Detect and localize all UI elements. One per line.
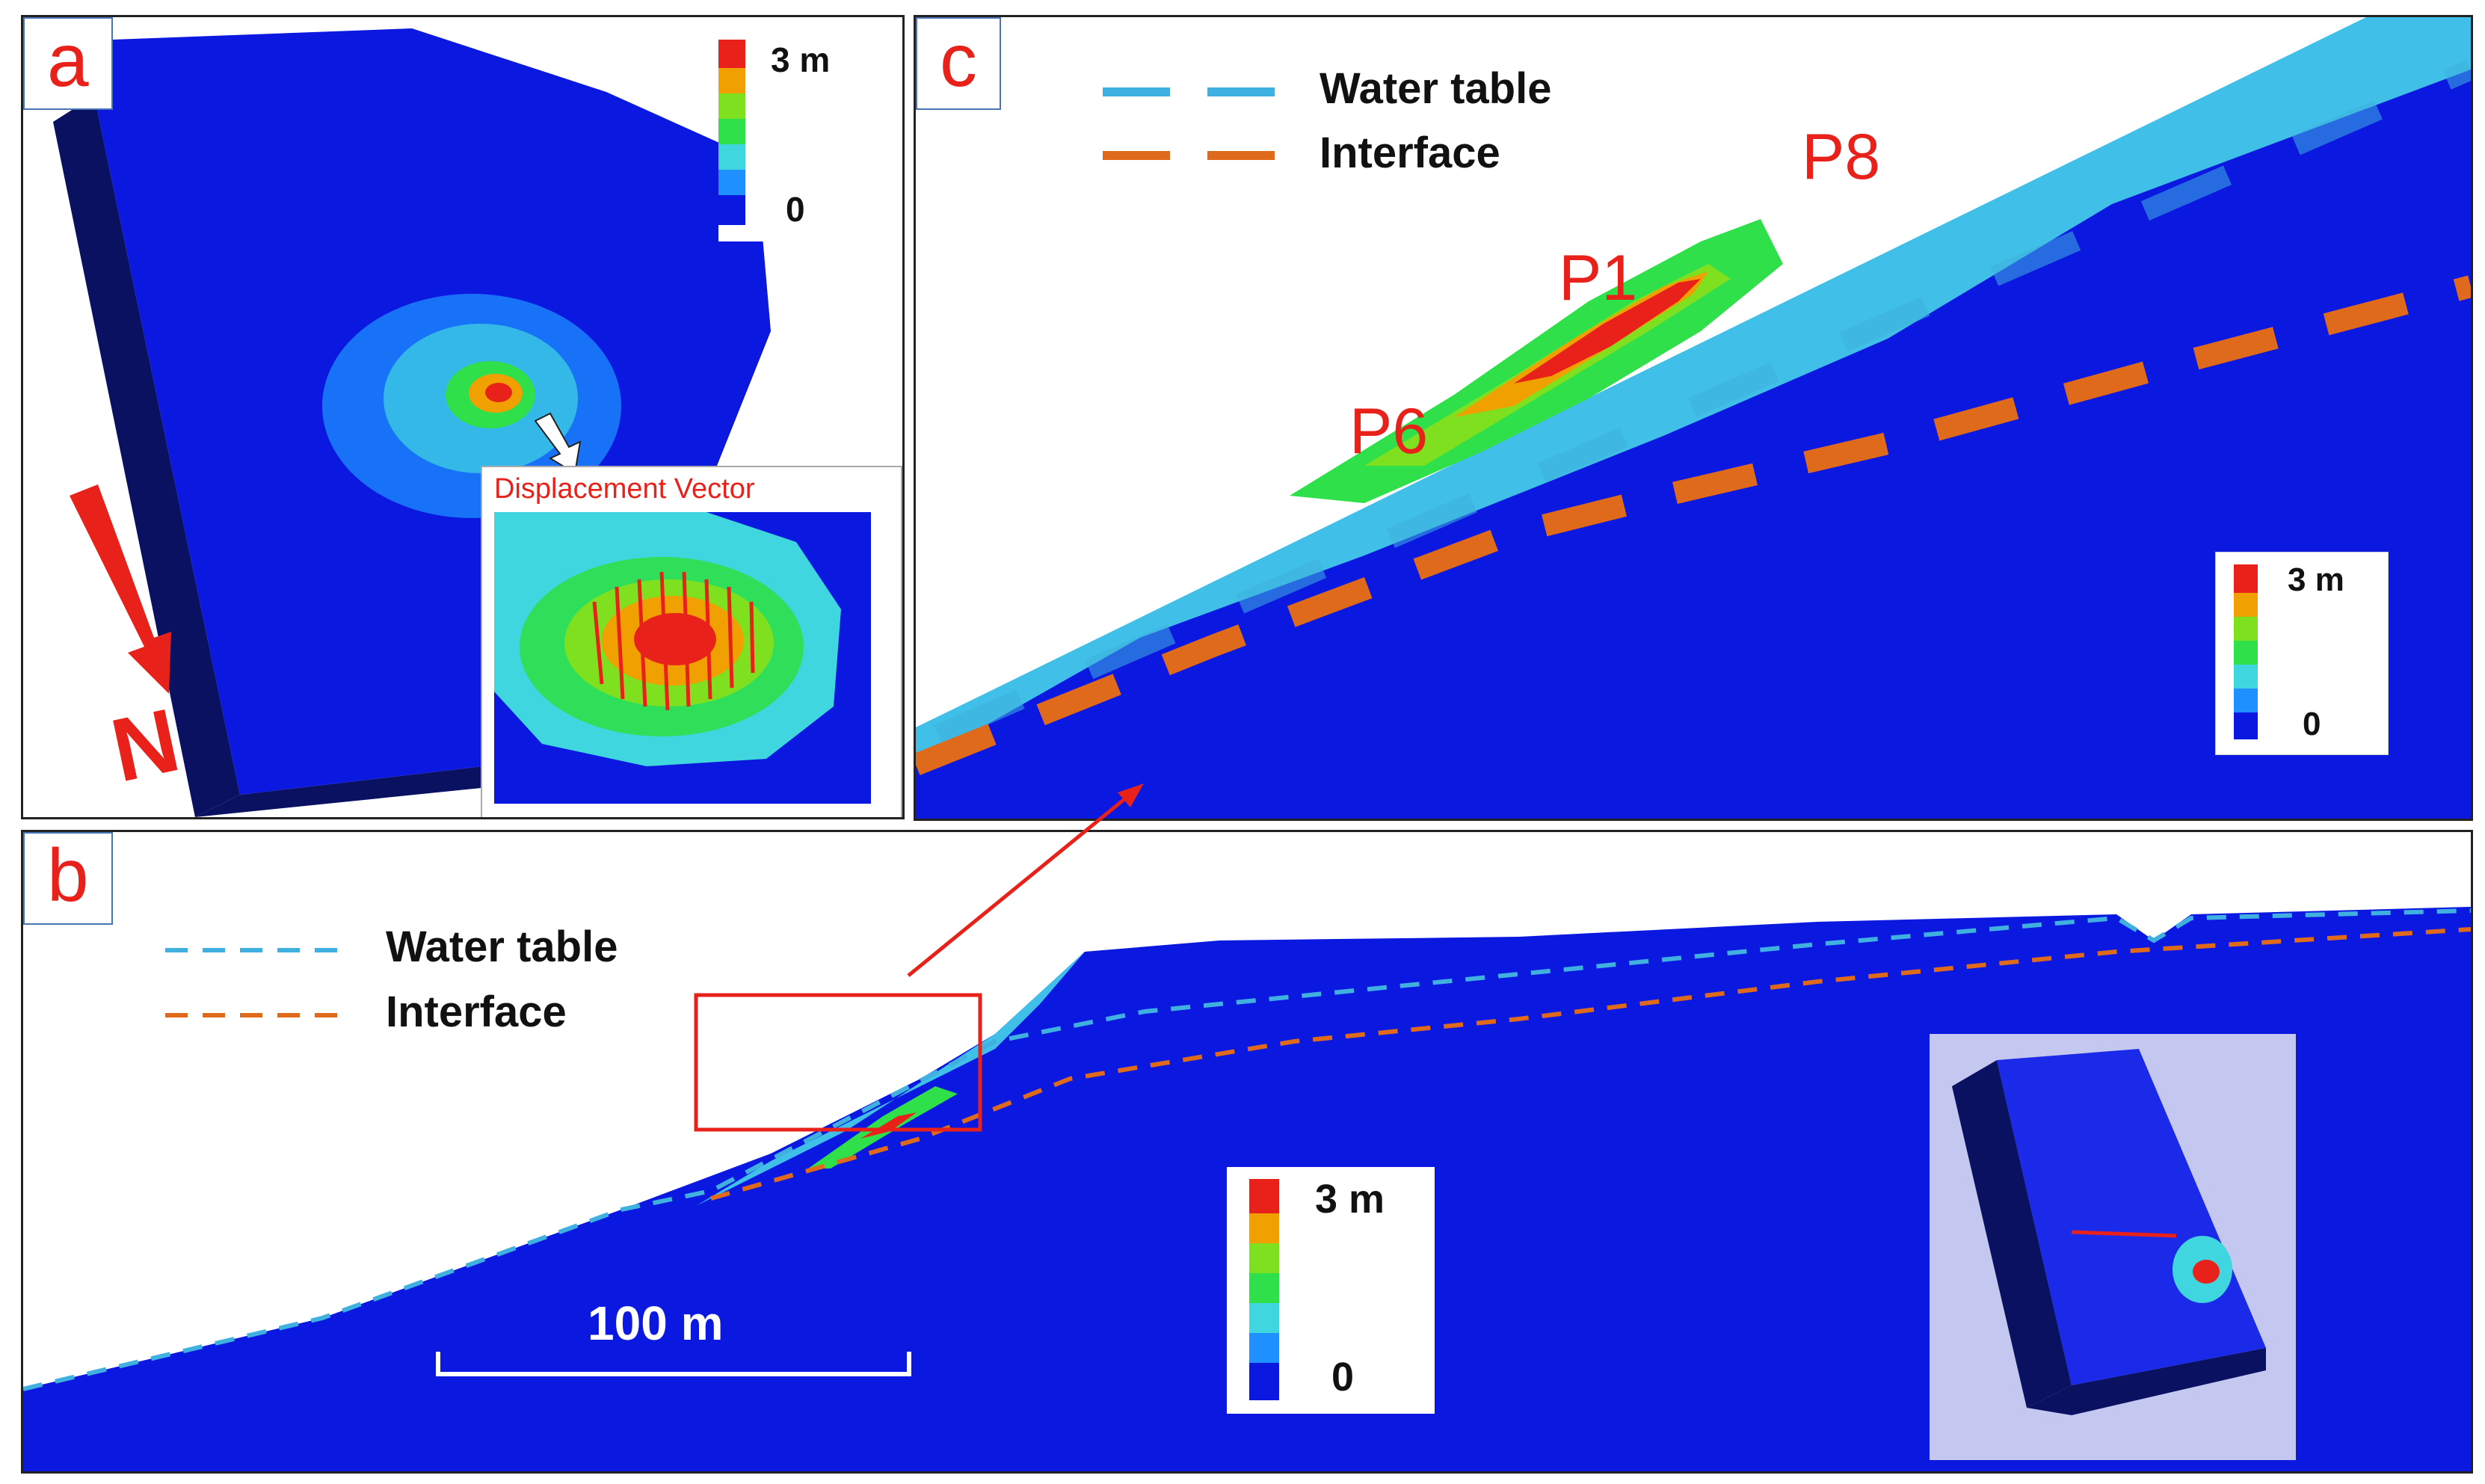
slide-red <box>860 1112 917 1139</box>
legend-interface: Interface <box>386 988 567 1036</box>
interface-line <box>916 275 2471 775</box>
legend-water-table: Water table <box>1320 64 1552 113</box>
panel-c-colorbar-max: 3 m <box>2288 561 2344 598</box>
inset-model-hotspot <box>2193 1260 2220 1284</box>
inset-pointer-arrow <box>534 412 582 475</box>
panel-a-colorbar: 3 m 0 <box>718 40 853 241</box>
point-p1: P1 <box>1559 242 1638 314</box>
panel-c: c Water table Interface P8 P1 P6 3 m 0 <box>914 15 2473 821</box>
panel-c-cross-section <box>916 17 2471 819</box>
point-p6: P6 <box>1349 395 1429 467</box>
panel-b: b Water table Interface 100 m 3 m 0 <box>21 830 2473 1474</box>
scale-bar-label: 100 m <box>588 1296 724 1350</box>
inset-section-line <box>2071 1230 2177 1238</box>
north-arrow-icon <box>70 484 171 694</box>
panel-b-colorbar-max: 3 m <box>1315 1177 1385 1222</box>
legend-interface: Interface <box>1320 129 1500 177</box>
panel-c-colorbar-min: 0 <box>2303 706 2321 742</box>
model-side-face <box>53 96 240 817</box>
displaced-layer <box>916 17 2471 765</box>
panel-a-colorbar-min: 0 <box>786 190 805 229</box>
scale-bar <box>436 1352 911 1376</box>
panel-b-colorbar: 3 m 0 <box>1227 1167 1435 1414</box>
panel-c-label: c <box>916 17 1001 110</box>
water-table-line <box>23 908 2471 1391</box>
inset-model-bottom <box>2027 1348 2266 1415</box>
panel-c-colorbar: 3 m 0 <box>2215 552 2389 755</box>
panel-a-label: a <box>23 17 113 110</box>
point-p8: P8 <box>1802 121 1881 193</box>
legend-water-table: Water table <box>386 923 618 971</box>
zoom-selection-box <box>694 993 982 1132</box>
inset-title: Displacement Vector <box>494 473 755 505</box>
panel-a-colorbar-max: 3 m <box>771 40 831 79</box>
panel-a: a 3 m 0 Displacement Vector <box>21 15 905 819</box>
zone-red <box>1514 279 1701 384</box>
inset-model-side <box>1952 1060 2072 1408</box>
panel-b-label: b <box>23 832 113 925</box>
inset-vector-plot <box>494 512 871 804</box>
panel-b-colorbar-min: 0 <box>1331 1355 1355 1400</box>
displacement-vector-inset: Displacement Vector <box>481 466 902 817</box>
water-table-line <box>934 60 2471 745</box>
contour-red <box>485 383 512 402</box>
